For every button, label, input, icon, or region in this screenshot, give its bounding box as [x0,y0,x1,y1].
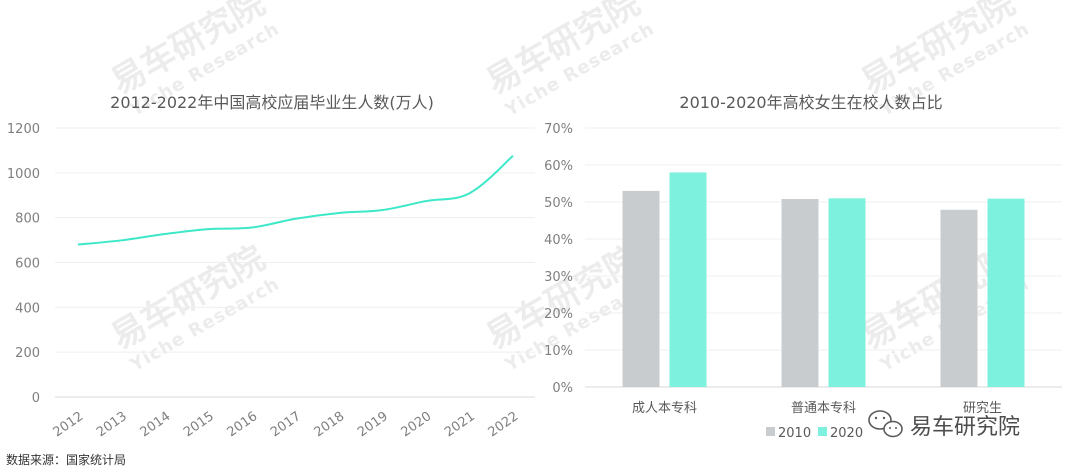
legend-swatch [766,427,775,436]
wechat-icon [868,410,903,438]
bar-2020 [987,198,1025,387]
bar-2010 [940,209,978,387]
line-chart-grid [55,127,535,398]
bar-2010 [781,199,819,387]
y-tick-label: 70% [544,122,573,137]
legend-swatch [818,427,827,436]
y-tick-label: 400 [15,301,40,316]
bar-chart-x-axis: 成人本专科 普通本专科 研究生 [632,401,1002,416]
x-tick-label: 2014 [138,409,174,440]
x-tick-label: 2020 [399,409,435,440]
bar-chart-bars [622,172,1025,387]
y-tick-label: 40% [544,233,573,248]
y-tick-label: 1200 [7,122,40,137]
bar-2020 [669,172,707,387]
y-tick-label: 10% [544,344,573,359]
y-tick-label: 1000 [7,167,40,182]
y-tick-label: 60% [544,159,573,174]
y-tick-label: 600 [15,257,40,272]
y-tick-label: 0% [552,381,573,396]
line-chart-x-axis: 2012 2013 2014 2015 2016 2017 2018 2019 2020 2021… [51,409,522,440]
category-label: 研究生 [963,401,1002,416]
brand-logo-text: 易车研究院 [910,415,1020,440]
x-tick-label: 2018 [312,409,348,440]
line-chart: 2012-2022年中国高校应届毕业生人数(万人) 0 200 400 600 800 1… [7,93,535,440]
brand-logo: 易车研究院 [868,410,1020,440]
bar-chart-title: 2010-2020年高校女生在校人数占比 [679,93,942,112]
y-tick-label: 0 [32,391,40,406]
bar-2010 [622,190,660,387]
bar-chart-y-axis: 0% 10% 20% 30% 40% 50% 60% 70% [544,122,573,396]
y-tick-label: 30% [544,270,573,285]
line-series [77,155,514,246]
x-tick-label: 2015 [181,409,217,440]
source-note: 数据来源：国家统计局 [6,452,126,467]
x-tick-label: 2022 [486,409,522,440]
line-chart-y-axis: 0 200 400 600 800 1000 1200 [7,122,40,406]
x-tick-label: 2017 [268,409,304,440]
x-tick-label: 2012 [51,409,87,440]
bar-2020 [828,198,866,387]
x-tick-label: 2021 [442,409,478,440]
x-tick-label: 2013 [94,409,130,440]
y-tick-label: 20% [544,307,573,322]
legend-label: 2010 [778,426,811,441]
legend-label: 2020 [830,426,863,441]
bar-chart: 2010-2020年高校女生在校人数占比 0% 10% 20% 30% 40% 50% 60… [544,93,1062,441]
y-tick-label: 200 [15,346,40,361]
bar-chart-legend: 2010 2020 [766,426,863,441]
y-tick-label: 50% [544,196,573,211]
bar-chart-grid [585,127,1062,388]
category-label: 成人本专科 [632,401,697,416]
line-chart-title: 2012-2022年中国高校应届毕业生人数(万人) [110,93,434,112]
category-label: 普通本专科 [791,401,856,416]
y-tick-label: 800 [15,212,40,227]
x-tick-label: 2019 [355,409,391,440]
x-tick-label: 2016 [225,409,261,440]
